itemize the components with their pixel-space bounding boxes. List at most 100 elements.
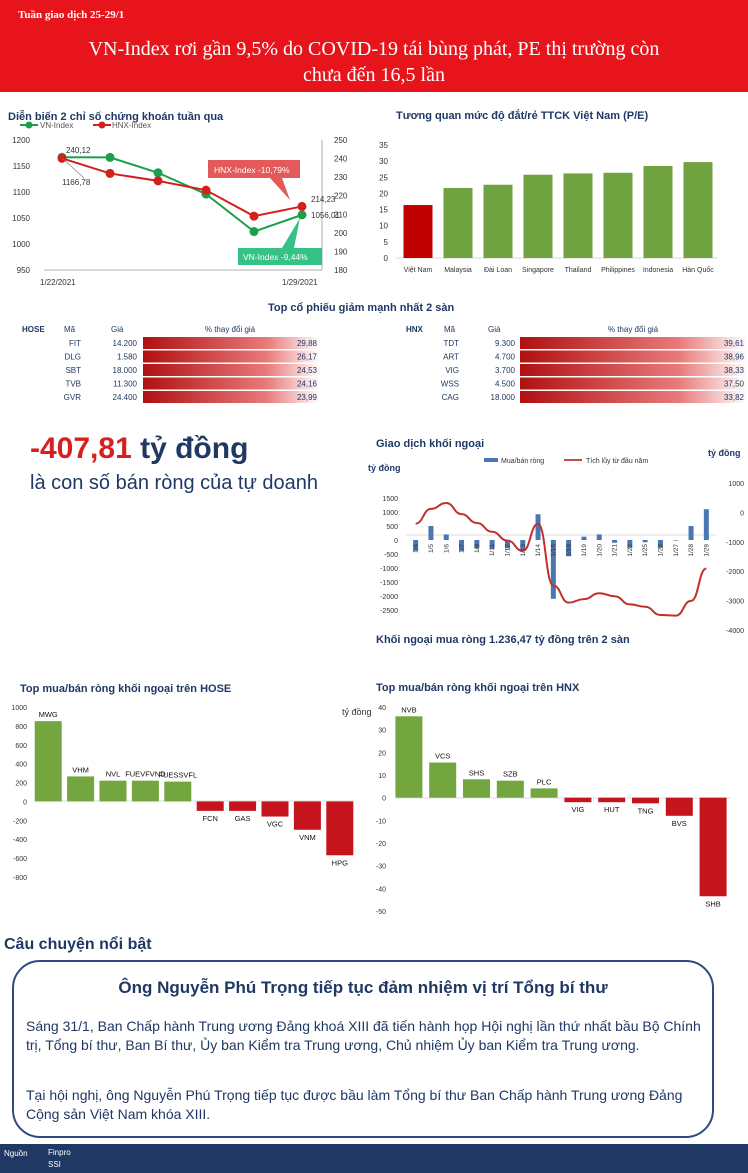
headline: VN-Index rơi gần 9,5% do COVID-19 tái bù… — [0, 36, 748, 88]
pe-chart-title: Tương quan mức độ đắt/rẻ TTCK Việt Nam (… — [396, 110, 649, 122]
hose-foreign-label-4: FUESSVFL — [158, 771, 197, 780]
hnx-foreign-label-4: PLC — [537, 777, 552, 786]
hose-pct-4: 23,99 — [297, 393, 318, 402]
hnx-foreign-label-1: VCS — [435, 752, 450, 761]
hose-price-2: 18.000 — [113, 366, 138, 375]
hose-bar-1 — [143, 350, 320, 363]
foreign-bar-18 — [688, 526, 694, 540]
pe-bar-2 — [483, 184, 513, 258]
pe-bar-1 — [443, 187, 473, 258]
hnx-foreign-bar-2 — [463, 779, 490, 798]
hnx-pct-2: 38,33 — [724, 366, 745, 375]
hnx-bar-4 — [520, 391, 747, 403]
hose-foreign-bar-4 — [164, 781, 192, 802]
headline-line-1: VN-Index rơi gần 9,5% do COVID-19 tái bù… — [88, 38, 660, 60]
foreign-bar-15 — [642, 540, 648, 543]
story-headline: Ông Nguyễn Phú Trọng tiếp tục đảm nhiệm … — [118, 978, 608, 997]
vn-callout-box — [238, 248, 322, 265]
index-left-tick-0: 1200 — [12, 136, 30, 145]
hnx-code-1: ART — [443, 353, 459, 362]
index-chart-title: Diễn biến 2 chỉ số chứng khoán tuần qua — [8, 111, 224, 123]
hose-foreign-bar-1 — [67, 776, 95, 802]
proprietary-unit: tỷ đồng — [131, 432, 249, 465]
hose-foreign-title: Top mua/bán ròng khối ngoại trên HOSE — [20, 683, 232, 695]
hnx-exchange-label: HNX — [406, 325, 424, 334]
foreign-cumulative-line — [415, 501, 707, 617]
hose-foreign-tick-0: 1000 — [11, 705, 27, 712]
vn-point-2 — [153, 168, 163, 178]
hnx-foreign-tick-9: -50 — [376, 909, 386, 916]
legend-hnx-marker — [98, 121, 106, 129]
hnx-code-2: VIG — [445, 366, 459, 375]
legend-vn-marker — [25, 121, 33, 129]
pe-label-2: Đài Loan — [484, 267, 512, 274]
hnx-foreign-tick-1: 30 — [378, 728, 386, 735]
foreign-date-8: 1/14 — [535, 544, 542, 557]
hnx-pct-3: 37,50 — [724, 380, 745, 389]
pe-bar-5 — [603, 172, 633, 258]
foreign-date-2: 1/6 — [443, 544, 450, 553]
headline-line-2: chưa đến 16,5 lần — [303, 64, 445, 86]
index-series — [57, 152, 307, 237]
hose-pct-0: 29,88 — [297, 339, 318, 348]
foreign-left-tick-2: 500 — [386, 524, 398, 531]
hnx-foreign-bar-4 — [530, 788, 558, 798]
hose-rows: FIT 14.200 29,88 DLG 1.580 26,17 SBT 18.000 24,5… — [64, 337, 320, 403]
header-banner: Tuần giao dịch 25-29/1 VN-Index rơi gần … — [0, 0, 748, 92]
pe-label-0: Việt Nam — [404, 267, 433, 274]
foreign-left-tick-7: -2000 — [380, 594, 398, 601]
hnx-foreign-bar-0 — [395, 716, 423, 798]
hnx-bar-2 — [520, 364, 747, 376]
hnx-callout-text: HNX-Index -10,79% — [214, 165, 290, 175]
hnx-pct-header: % thay đổi giá — [608, 325, 659, 334]
hnx-rows: TDT 9.300 39,61 ART 4.700 38,96 VIG 3.700 38,33 W… — [441, 337, 747, 403]
hnx-foreign-tick-2: 20 — [378, 750, 386, 757]
hose-pct-header: % thay đổi giá — [205, 325, 256, 334]
hose-bar-4 — [143, 391, 320, 403]
index-right-axis: 250 240 230 220 210 200 190 180 — [334, 136, 348, 275]
pe-bar-0 — [403, 205, 433, 258]
foreign-bar-7 — [520, 540, 526, 550]
legend-bar-label: Mua/bán ròng — [501, 458, 544, 465]
hnx-foreign-tick-6: -20 — [376, 841, 386, 848]
vn-callout-text: VN-Index -9,44% — [243, 252, 308, 262]
legend-bar-swatch — [484, 458, 498, 462]
hose-foreign-bar-5 — [196, 801, 224, 811]
legend-vn-label: VN-Index — [40, 121, 73, 130]
vn-first-value-label: 1166,78 — [62, 178, 91, 187]
foreign-left-tick-1: 1000 — [382, 510, 398, 517]
hnx-price-2: 3.700 — [495, 366, 516, 375]
foreign-bar-6 — [504, 540, 510, 549]
index-left-tick-3: 1050 — [12, 214, 30, 223]
foreign-bar-0 — [413, 540, 419, 551]
story-paragraph-1: Sáng 31/1, Ban Chấp hành Trung ương Đảng… — [26, 1018, 701, 1053]
story-section-title: Câu chuyện nổi bật — [4, 936, 152, 953]
foreign-right-tick-3: -2000 — [726, 569, 744, 576]
hose-foreign-label-2: NVL — [106, 770, 121, 779]
index-left-tick-1: 1150 — [13, 162, 31, 171]
foreign-date-16: 1/26 — [657, 544, 664, 557]
hnx-last-value-label: 214,23 — [311, 195, 336, 204]
hnx-declines-table: HNX Mã Giá % thay đổi giá TDT 9.300 39,61 A… — [406, 325, 747, 403]
proprietary-subtitle: là con số bán ròng của tự doanh — [30, 472, 319, 494]
hnx-line — [61, 157, 303, 218]
hose-foreign-bar-6 — [229, 801, 257, 811]
hnx-price-1: 4.700 — [495, 353, 516, 362]
foreign-right-tick-0: 1000 — [728, 481, 744, 488]
foreign-right-tick-5: -4000 — [726, 628, 744, 635]
hose-foreign-label-8: VNM — [299, 833, 316, 842]
legend-hnx-label: HNX-Index — [112, 121, 151, 130]
pe-label-6: Indonesia — [643, 267, 673, 274]
pe-tick-1: 30 — [379, 157, 388, 166]
foreign-unit-right: tỷ đồng — [708, 448, 741, 458]
hnx-foreign-tick-4: 0 — [382, 796, 386, 803]
foreign-left-tick-6: -1500 — [380, 580, 398, 587]
foreign-bar-8 — [535, 514, 541, 540]
hose-exchange-label: HOSE — [22, 325, 45, 334]
foreign-right-tick-1: 0 — [740, 510, 744, 517]
hose-foreign-bar-3 — [131, 780, 159, 802]
hnx-callout-pointer — [270, 178, 290, 200]
foreign-date-18: 1/28 — [688, 544, 695, 557]
proprietary-net-sell: -407,81 tỷ đồng — [30, 432, 248, 466]
